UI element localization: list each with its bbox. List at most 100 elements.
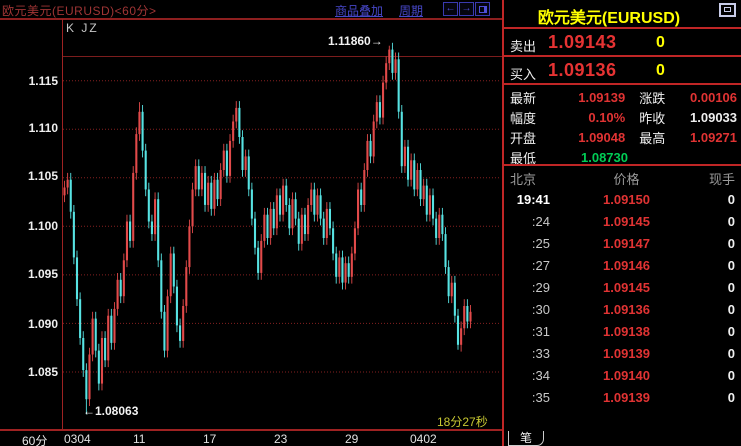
tick-time: 19:41: [516, 191, 550, 207]
restore-window-icon[interactable]: [719, 3, 736, 17]
high-price-annotation: 1.11860→: [328, 34, 383, 48]
buy-volume: 0: [656, 62, 665, 79]
tick-price: 1.09139: [603, 389, 650, 405]
sell-label: 卖出: [510, 39, 537, 54]
forward-arrow-button[interactable]: →: [459, 2, 474, 16]
stat-label: 开盘: [510, 130, 537, 146]
x-tick-label: 11: [133, 432, 146, 446]
tick-volume: 0: [727, 301, 735, 317]
sell-price: 1.09143: [548, 32, 617, 52]
x-tick-label: 0304: [64, 432, 91, 446]
stat-value: 0.00106: [690, 89, 738, 105]
overlay-symbol-link[interactable]: 商品叠加: [335, 4, 384, 18]
quote-table-row[interactable]: :34 1.09140 0: [504, 364, 741, 386]
stat-value: 1.09271: [690, 129, 738, 145]
sell-volume: 0: [656, 34, 665, 51]
stat-label: 昨收: [639, 110, 666, 126]
buy-label: 买入: [510, 67, 537, 82]
tick-price: 1.09145: [603, 213, 650, 229]
y-tick-label: 1.110: [28, 121, 58, 135]
quote-table-row[interactable]: :29 1.09145 0: [504, 276, 741, 298]
period-tab-label[interactable]: 60分: [22, 434, 48, 446]
y-tick-label: 1.085: [27, 365, 58, 379]
y-axis-line: [62, 19, 63, 429]
candlestick-chart[interactable]: [62, 19, 502, 429]
tick-volume: 0: [727, 191, 735, 207]
back-arrow-button[interactable]: ←: [443, 2, 458, 16]
quote-table-row[interactable]: :24 1.09145 0: [504, 210, 741, 232]
tick-price: 1.09147: [603, 235, 650, 251]
quote-table-row[interactable]: :33 1.09139 0: [504, 342, 741, 364]
stat-label: 幅度: [510, 110, 537, 126]
quote-table-row[interactable]: :25 1.09147 0: [504, 232, 741, 254]
header-divider: [0, 18, 502, 20]
tick-volume: 0: [727, 367, 735, 383]
x-tick-label: 17: [203, 432, 217, 446]
period-link[interactable]: 周期: [399, 4, 424, 18]
y-tick-label: 1.100: [27, 219, 58, 233]
bar-countdown-timer: 18分27秒: [437, 415, 488, 429]
tick-price: 1.09136: [603, 301, 650, 317]
tick-time: :24: [531, 213, 550, 229]
col-header-time: 北京: [510, 172, 537, 187]
chart-header-bar: 欧元美元(EURUSD)<60分> 商品叠加 周期 ← →: [0, 0, 502, 18]
col-header-price: 价格: [613, 172, 640, 187]
y-tick-label: 1.090: [27, 317, 58, 331]
tick-time: :25: [531, 235, 550, 251]
col-header-volume: 现手: [708, 172, 735, 187]
stat-value: 1.09139: [578, 89, 626, 105]
stats-divider: [504, 164, 741, 166]
tick-time: :34: [531, 367, 550, 383]
tick-volume: 0: [727, 389, 735, 405]
quote-table-row[interactable]: :31 1.09138 0: [504, 320, 741, 342]
stat-label: 最低: [510, 150, 537, 166]
x-tick-label: 23: [274, 432, 288, 446]
y-tick-label: 1.105: [27, 169, 58, 183]
y-tick-label: 1.115: [28, 74, 58, 88]
tick-volume: 0: [727, 345, 735, 361]
stat-label: 涨跌: [639, 90, 666, 106]
stat-value: 1.09048: [578, 129, 626, 145]
quote-symbol-title: 欧元美元(EURUSD): [537, 10, 681, 27]
tick-volume: 0: [727, 257, 735, 273]
tick-time: :29: [531, 279, 550, 295]
tick-volume: 0: [727, 279, 735, 295]
tick-time: :27: [531, 257, 550, 273]
x-tick-label: 0402: [410, 432, 437, 446]
quote-stats: 最新 1.09139 涨跌 0.00106 幅度 0.10% 昨收 1.0903…: [504, 87, 741, 167]
quote-table-row[interactable]: 19:41 1.09150 0: [504, 188, 741, 210]
tick-time: :31: [531, 323, 550, 339]
low-price-annotation: ←1.08063: [83, 404, 139, 418]
tick-volume: 0: [727, 323, 735, 339]
quote-panel-header: 欧元美元(EURUSD): [504, 0, 741, 29]
split-window-icon: [478, 6, 487, 13]
tick-price: 1.09145: [603, 279, 650, 295]
tick-time: :35: [531, 389, 550, 405]
kline-toolbar-label[interactable]: K JZ: [66, 21, 99, 35]
quote-table-header: 北京 价格 现手: [504, 169, 741, 187]
tick-price: 1.09140: [603, 367, 650, 383]
stat-value: 0.10%: [588, 109, 626, 125]
x-axis-line: [0, 429, 741, 431]
buy-quote-row: 买入 1.09136 0: [504, 57, 741, 85]
split-window-button[interactable]: [475, 2, 490, 16]
stat-row: 幅度 0.10% 昨收 1.09033: [504, 107, 741, 127]
y-tick-label: 1.095: [27, 267, 58, 281]
tick-volume: 0: [727, 235, 735, 251]
stat-row: 开盘 1.09048 最高 1.09271: [504, 127, 741, 147]
chart-frame-top-line: [63, 56, 502, 57]
tick-time: :33: [531, 345, 550, 361]
tick-price: 1.09146: [603, 257, 650, 273]
stat-label: 最高: [639, 130, 666, 146]
tick-price: 1.09138: [603, 323, 650, 339]
quote-panel: 欧元美元(EURUSD) 卖出 1.09143 0 买入 1.09136 0 最…: [502, 0, 741, 446]
quote-table-row[interactable]: :30 1.09136 0: [504, 298, 741, 320]
x-tick-label: 29: [345, 432, 359, 446]
quote-table-row[interactable]: :27 1.09146 0: [504, 254, 741, 276]
stat-label: 最新: [510, 90, 537, 106]
stat-value: 1.09033: [690, 109, 738, 125]
tab-tick-list[interactable]: 笔: [508, 431, 544, 446]
stat-row: 最低 1.08730: [504, 147, 741, 167]
quote-table-row[interactable]: :35 1.09139 0: [504, 386, 741, 408]
